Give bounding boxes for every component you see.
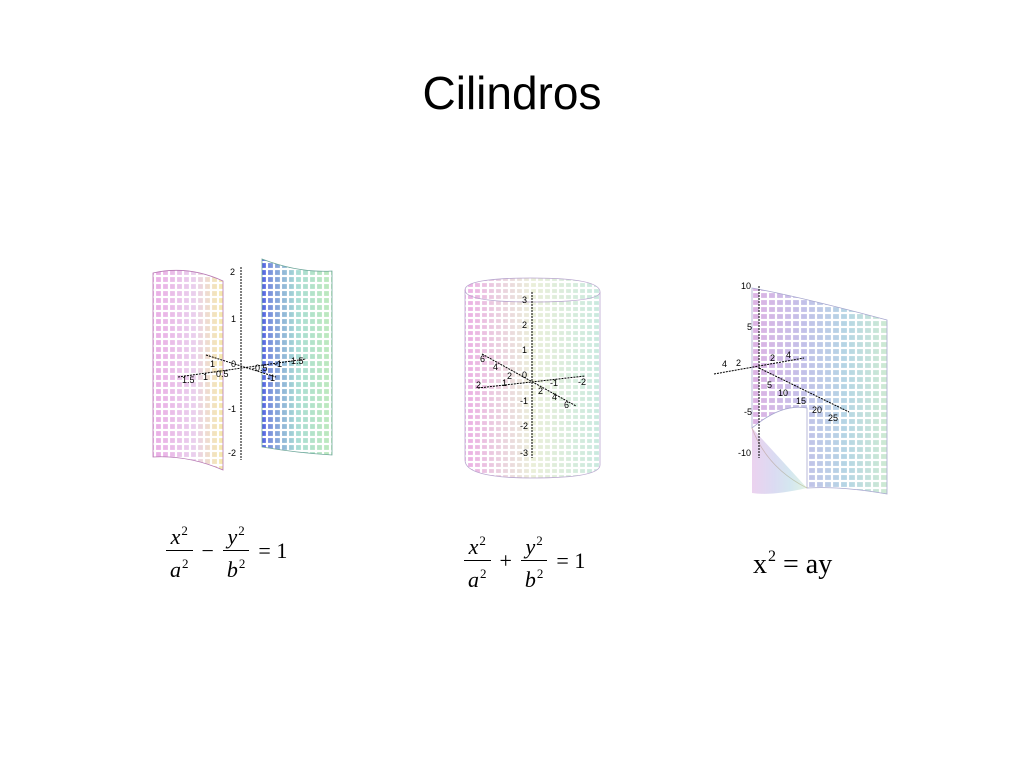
tick-label: -1.5 xyxy=(288,356,304,366)
fraction-x-over-a: x2 a2 xyxy=(166,518,193,583)
tick-label: -1 xyxy=(274,359,282,369)
hyperbolic-cylinder-plot: 2 1 0 -1 -2 1.5 1 0.5 -0.5 -1 -1.5 1 -1 xyxy=(148,255,338,471)
tick-label: -3 xyxy=(520,448,528,458)
tick-label: -2 xyxy=(228,448,236,458)
hyperbolic-left-sheet xyxy=(152,269,224,471)
tick-label: 0.5 xyxy=(216,369,229,379)
tick-label: -1 xyxy=(267,373,275,383)
parabolic-cylinder-surface xyxy=(751,287,888,495)
elliptic-axes xyxy=(477,292,586,458)
elliptic-cylinder-plot: 3 2 1 0 -1 -2 -3 6 4 2 2 1 -1 -2 2 4 6 xyxy=(460,270,605,480)
tick-label: 25 xyxy=(828,413,838,423)
elliptic-cylinder-equation: x2 a2 + y2 b2 = 1 xyxy=(464,528,590,593)
tick-label: 1 xyxy=(522,345,527,355)
tick-label: 1 xyxy=(231,314,236,324)
tick-label: 15 xyxy=(796,396,806,406)
operator: − xyxy=(201,537,214,563)
equation-rhs: = 1 xyxy=(258,537,288,563)
tick-label: -10 xyxy=(738,448,751,458)
tick-label: 2 xyxy=(770,353,775,363)
tick-label: -1 xyxy=(550,378,558,388)
tick-label: 2 xyxy=(522,320,527,330)
slide-title: Cilindros xyxy=(422,67,602,119)
tick-label: 20 xyxy=(812,405,822,415)
parabolic-cylinder-equation: x2 = ay xyxy=(753,548,833,580)
tick-label: 6 xyxy=(480,354,485,364)
tick-label: 2 xyxy=(476,380,481,390)
hyperbolic-axes xyxy=(177,267,307,460)
operator: + xyxy=(499,547,512,573)
tick-label: 2 xyxy=(230,267,235,277)
tick-label: 1 xyxy=(502,378,507,388)
tick-label: -1 xyxy=(520,396,528,406)
parabolic-axes xyxy=(713,286,850,458)
tick-label: 3 xyxy=(522,295,527,305)
hyperbolic-cylinder-equation: x2 a2 − y2 b2 = 1 xyxy=(166,518,292,583)
tick-label: -0.5 xyxy=(252,363,268,373)
tick-label: 4 xyxy=(493,362,498,372)
tick-label: 4 xyxy=(786,350,791,360)
equation-rhs: = 1 xyxy=(556,547,586,573)
tick-label: 4 xyxy=(552,392,557,402)
tick-label: 10 xyxy=(741,281,751,291)
tick-label: -2 xyxy=(578,377,586,387)
fraction-y-over-b: y2 b2 xyxy=(520,528,548,593)
fraction-y-over-b: y2 b2 xyxy=(222,518,250,583)
tick-label: 0 xyxy=(231,359,236,369)
tick-label: 6 xyxy=(564,400,569,410)
tick-label: -1 xyxy=(228,404,236,414)
tick-label: -2 xyxy=(520,421,528,431)
tick-label: 1.5 xyxy=(182,375,195,385)
tick-label: -5 xyxy=(744,407,752,417)
hyperbolic-right-sheet xyxy=(261,258,333,456)
tick-label: 1 xyxy=(203,372,208,382)
tick-label: 10 xyxy=(778,388,788,398)
tick-label: 1 xyxy=(210,359,215,369)
tick-label: 2 xyxy=(736,358,741,368)
elliptic-cylinder-surface xyxy=(464,277,601,479)
tick-label: 2 xyxy=(507,371,512,381)
tick-label: 4 xyxy=(722,359,727,369)
fraction-x-over-a: x2 a2 xyxy=(464,528,491,593)
tick-label: 2 xyxy=(538,386,543,396)
tick-label: 5 xyxy=(767,380,772,390)
tick-label: 5 xyxy=(747,322,752,332)
tick-label: 0 xyxy=(522,370,527,380)
parabolic-cylinder-plot: 10 5 -5 -10 4 2 2 4 5 10 15 20 25 xyxy=(712,278,892,500)
